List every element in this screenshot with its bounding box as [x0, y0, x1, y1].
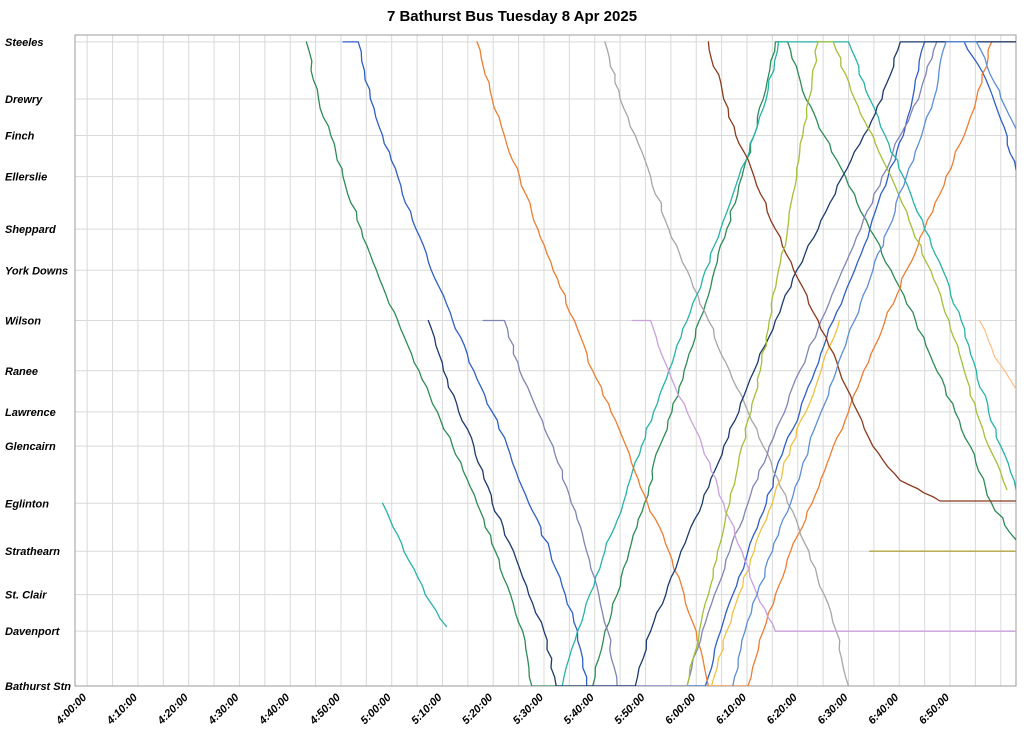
- station-label: Wilson: [5, 316, 41, 328]
- trip-gold-1: [710, 319, 841, 686]
- plot-border: [74, 34, 1017, 687]
- trip-brown-1: [707, 41, 1016, 502]
- x-tick-label: 4:30:00: [206, 691, 243, 728]
- trip-olive-1: [686, 41, 1008, 686]
- x-tick-label: 5:50:00: [612, 691, 648, 727]
- trip-gray-1: [604, 41, 850, 686]
- y-axis-labels: Steeles Drewry Finch Ellerslie Sheppard York …: [5, 37, 71, 693]
- station-label: Glencairn: [5, 441, 56, 453]
- x-tick-label: 6:30:00: [815, 691, 851, 727]
- trip-green-1: [305, 41, 1016, 686]
- station-label: Strathearn: [5, 546, 60, 558]
- station-label: Eglinton: [5, 498, 49, 510]
- x-tick-label: 4:00:00: [53, 691, 90, 728]
- trip-orange-1: [476, 41, 1016, 686]
- station-label: Davenport: [5, 626, 61, 638]
- x-tick-label: 5:20:00: [460, 691, 496, 727]
- x-tick-label: 5:30:00: [511, 691, 547, 727]
- station-label: Sheppard: [5, 224, 56, 236]
- trip-teal-a: [381, 502, 448, 628]
- x-tick-label: 6:20:00: [765, 691, 801, 727]
- station-label: Finch: [5, 131, 35, 143]
- trip-plum-1: [631, 319, 1016, 632]
- x-axis-labels: 4:00:00 4:10:00 4:20:00 4:30:00 4:40:00 4:50:…: [53, 691, 952, 728]
- station-label: Bathurst Stn: [5, 681, 71, 693]
- station-label: Lawrence: [5, 407, 56, 419]
- x-tick-label: 4:50:00: [307, 691, 344, 728]
- trip-lines: [305, 41, 1016, 686]
- x-tick-label: 4:20:00: [155, 691, 192, 728]
- x-tick-label: 4:40:00: [256, 691, 293, 728]
- chart-title: 7 Bathurst Bus Tuesday 8 Apr 2025: [386, 8, 638, 25]
- trip-navy-1: [427, 41, 1016, 686]
- trip-blue-1: [342, 41, 1016, 686]
- x-tick-label: 6:10:00: [714, 691, 750, 727]
- x-tick-label: 5:40:00: [562, 691, 598, 727]
- trip-cornflower-1: [732, 41, 1016, 686]
- grid: [75, 35, 1016, 687]
- station-label: Drewry: [5, 94, 43, 106]
- station-label: Ellerslie: [5, 172, 47, 184]
- x-tick-label: 6:50:00: [917, 691, 953, 727]
- trip-peach-1: [978, 319, 1016, 390]
- x-tick-label: 6:40:00: [866, 691, 902, 727]
- station-label: Steeles: [5, 37, 44, 49]
- station-label: St. Clair: [5, 590, 47, 602]
- x-tick-label: 5:00:00: [359, 691, 395, 727]
- x-tick-label: 4:10:00: [104, 691, 141, 728]
- station-label: York Downs: [5, 265, 68, 277]
- trip-teal-b: [561, 41, 1016, 686]
- x-tick-label: 5:10:00: [409, 691, 445, 727]
- x-tick-label: 6:00:00: [663, 691, 699, 727]
- station-label: Ranee: [5, 366, 38, 378]
